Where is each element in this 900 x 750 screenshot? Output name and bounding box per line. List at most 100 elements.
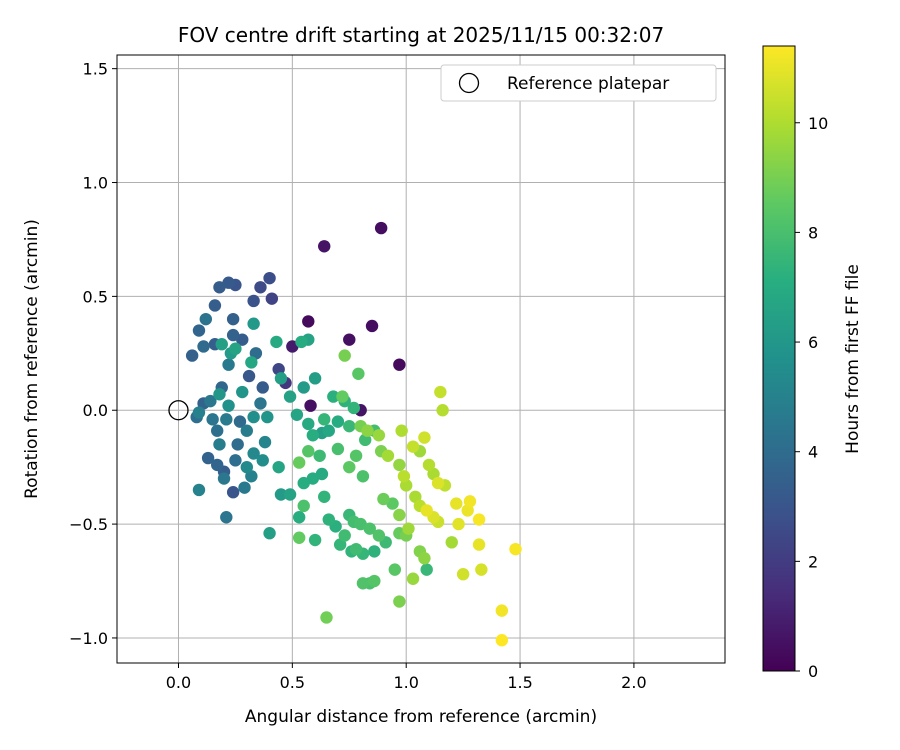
data-point [295, 335, 308, 349]
data-point [472, 538, 486, 551]
data-point [422, 458, 436, 472]
data-point [215, 337, 228, 351]
data-point [210, 458, 224, 472]
data-point [418, 552, 431, 565]
colorbar-tick-label: 8 [808, 223, 818, 242]
data-point [204, 394, 217, 408]
data-point [297, 476, 310, 490]
data-point [349, 542, 363, 556]
data-point [213, 438, 226, 451]
data-point [222, 399, 235, 412]
y-tick-label: 1.5 [83, 60, 108, 79]
x-tick-label: 1.5 [507, 673, 532, 692]
x-axis-ticks: 0.0 0.5 1.0 1.5 2.0 [166, 663, 647, 692]
data-point [258, 435, 272, 449]
data-point [292, 531, 306, 544]
legend: Reference platepar [440, 64, 717, 102]
data-point [495, 634, 509, 647]
data-point [431, 476, 445, 490]
data-point [226, 312, 240, 326]
data-point [254, 397, 267, 410]
data-point [297, 381, 310, 394]
data-point [434, 385, 447, 399]
data-point [418, 431, 431, 444]
data-point [247, 294, 260, 308]
data-point [450, 497, 463, 510]
data-point [261, 410, 274, 424]
data-point [231, 438, 244, 451]
data-point [272, 460, 285, 474]
data-point [393, 458, 406, 472]
data-point [402, 522, 415, 535]
colorbar-gradient [762, 45, 796, 672]
data-point [238, 481, 251, 494]
data-point [393, 508, 406, 522]
y-axis-label: Rotation from reference (arcmin) [22, 219, 42, 499]
data-point [343, 333, 356, 346]
data-point [452, 517, 465, 531]
grid-lines [117, 55, 725, 663]
data-point [302, 315, 315, 328]
colorbar-tick-label: 6 [808, 333, 818, 352]
data-point [318, 413, 331, 426]
data-point [343, 460, 356, 474]
data-point [318, 490, 331, 503]
data-point [475, 563, 488, 576]
data-point [393, 595, 406, 608]
data-point [290, 408, 304, 421]
data-point [331, 442, 345, 456]
x-axis-label: Angular distance from reference (arcmin) [245, 707, 597, 727]
y-tick-label: 0.0 [83, 401, 108, 420]
data-point [274, 488, 288, 501]
data-point [343, 419, 356, 433]
x-tick-label: 1.0 [393, 673, 418, 692]
colorbar-tick-label: 4 [808, 443, 818, 462]
reference-platepar-marker [168, 400, 189, 421]
data-point [374, 221, 388, 235]
data-point [372, 429, 386, 442]
data-point [304, 399, 317, 412]
y-axis-ticks: −1.0 −0.5 0.0 0.5 1.0 1.5 [69, 60, 117, 648]
data-point [338, 529, 351, 542]
data-point [263, 271, 276, 285]
data-point [352, 367, 365, 381]
data-point [406, 572, 420, 585]
data-point [265, 292, 279, 305]
data-point [233, 415, 247, 428]
data-point [197, 340, 210, 353]
data-point [283, 390, 297, 403]
data-point [247, 317, 260, 330]
data-point [297, 499, 310, 513]
data-point [270, 335, 283, 349]
data-point [247, 410, 260, 424]
data-point [199, 312, 213, 326]
x-tick-label: 0.5 [280, 673, 305, 692]
chart-title: FOV centre drift starting at 2025/11/15 … [178, 23, 664, 47]
plot-frame [116, 54, 726, 664]
colorbar-ticks: 0 2 4 6 8 10 [795, 114, 828, 681]
y-tick-label: −0.5 [69, 515, 108, 534]
legend-entry-label: Reference platepar [507, 74, 669, 94]
colorbar-label: Hours from first FF file [843, 264, 863, 454]
data-point [365, 319, 379, 333]
data-point [308, 372, 322, 385]
data-point [322, 424, 335, 437]
data-point [338, 349, 351, 362]
data-point [509, 542, 522, 556]
data-point [226, 328, 240, 342]
data-point [242, 369, 256, 383]
data-point [240, 460, 253, 474]
legend-box [440, 64, 717, 102]
data-point [192, 406, 206, 419]
data-point [331, 415, 345, 428]
data-point [292, 511, 306, 524]
y-tick-label: −1.0 [69, 629, 108, 648]
data-point [220, 511, 233, 524]
data-point [356, 470, 370, 483]
y-tick-label: 1.0 [83, 174, 108, 193]
data-point [229, 342, 242, 355]
data-point [302, 417, 315, 431]
data-point [263, 527, 276, 540]
data-point [420, 563, 433, 576]
